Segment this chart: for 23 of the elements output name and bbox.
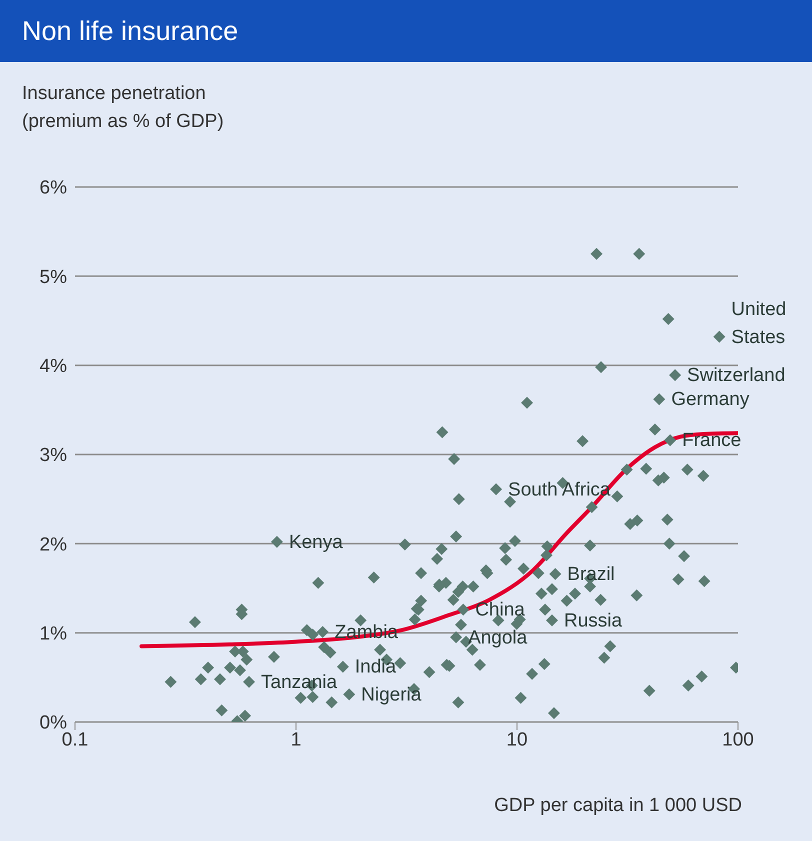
y-tick-label: 1% xyxy=(40,624,68,645)
annotation: Brazil xyxy=(567,563,615,584)
x-tick-label: 100 xyxy=(722,729,754,750)
y-tick-label: 5% xyxy=(40,266,68,288)
annotation: Russia xyxy=(564,610,623,631)
y-tick-label: 4% xyxy=(40,356,68,378)
y-tick-label: 2% xyxy=(40,534,68,556)
annotation: United States xyxy=(731,298,786,348)
annotation: Tanzania xyxy=(261,671,338,692)
x-tick-label: 10 xyxy=(506,729,528,750)
annotation: Germany xyxy=(671,388,750,410)
x-tick-label: 0.1 xyxy=(62,729,88,750)
y-tick-label: 6% xyxy=(40,178,68,199)
chart-title: Non life insurance xyxy=(0,0,812,62)
annotation: India xyxy=(354,656,397,678)
y-axis-title: Insurance penetration (premium as % of GDP) xyxy=(22,82,225,134)
annotation: Nigeria xyxy=(361,684,422,705)
x-tick-label: 1 xyxy=(290,729,302,750)
x-axis-title: GDP per capita in 1 000 USD xyxy=(494,795,742,817)
annotation: China xyxy=(475,599,526,620)
annotation: Switzerland xyxy=(687,364,786,386)
y-tick-label: 3% xyxy=(40,445,68,466)
annotation: France xyxy=(682,430,742,451)
